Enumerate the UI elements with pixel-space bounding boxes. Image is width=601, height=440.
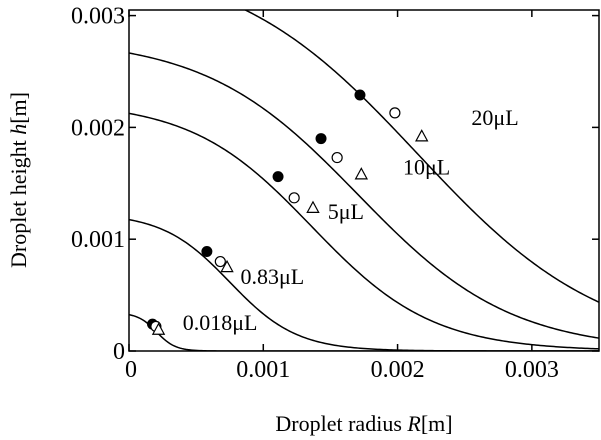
filled-circle-point-2: [272, 171, 284, 183]
x-axis-label: Droplet radius R[m]: [275, 411, 452, 436]
curve-1: [129, 52, 599, 339]
y-axis-label: Droplet height h[m]: [6, 92, 31, 268]
x-tick-label-1: 0.001: [236, 357, 290, 383]
open-circle-point-0: [389, 107, 401, 119]
x-tick-label-2: 0.002: [371, 357, 425, 383]
curve-label-4: 0.018μL: [183, 310, 258, 335]
open-triangle-point-1: [354, 167, 369, 180]
axis-ticks: 0 0.001 0.002 0.003 0 0.001 0.002 0.003: [71, 4, 599, 383]
x-tick-label-3: 0.003: [505, 357, 559, 383]
y-tick-label-1: 0.001: [71, 227, 125, 253]
open-triangle-point-4: [151, 322, 166, 335]
curve-label-1: 10μL: [403, 154, 450, 179]
curve-0: [243, 10, 599, 303]
curve-label-3: 0.83μL: [240, 264, 304, 289]
curve-label-2: 5μL: [328, 199, 364, 224]
open-triangle-point-3: [220, 259, 234, 273]
open-circle-point-3: [214, 255, 226, 268]
y-tick-label-3: 0.003: [71, 4, 125, 30]
y-tick-label-0: 0: [113, 339, 125, 365]
x-tick-label-0: 0: [125, 357, 137, 383]
curve-4: [129, 313, 599, 351]
open-triangle-point-2: [306, 200, 320, 213]
y-tick-label-2: 0.002: [71, 115, 125, 141]
curve-2: [129, 112, 599, 350]
curve-labels: 20μL 10μL 5μL 0.83μL 0.018μL: [183, 105, 519, 335]
curve-label-0: 20μL: [471, 105, 518, 130]
filled-circle-point-1: [315, 133, 327, 145]
plot-frame: [128, 9, 600, 352]
filled-circle-point-3: [201, 245, 213, 257]
filled-circle-point-0: [354, 89, 366, 101]
markers: [147, 89, 429, 335]
open-triangle-point-0: [415, 129, 429, 142]
open-circle-point-1: [331, 151, 343, 164]
open-circle-point-2: [288, 192, 300, 204]
